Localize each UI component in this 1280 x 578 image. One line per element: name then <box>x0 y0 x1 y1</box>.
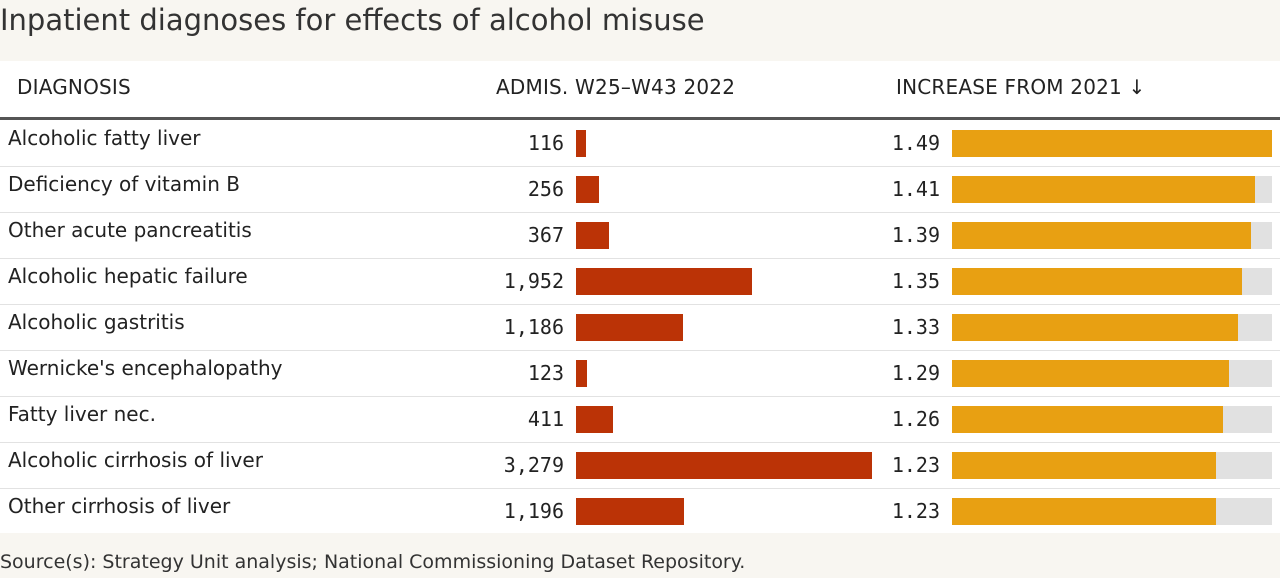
increase-bar <box>952 406 1223 433</box>
increase-bar <box>952 452 1216 479</box>
increase-value: 1.35 <box>891 269 940 293</box>
admissions-bar <box>576 222 609 249</box>
admissions-bar <box>576 498 684 525</box>
increase-value: 1.29 <box>891 361 940 385</box>
admissions-bar <box>576 268 752 295</box>
increase-bar <box>952 130 1272 157</box>
admissions-value: 367 <box>527 223 564 247</box>
admissions-bar <box>576 452 872 479</box>
diagnosis-label: Other acute pancreatitis <box>8 218 252 242</box>
increase-bar <box>952 360 1229 387</box>
chart-title: Inpatient diagnoses for effects of alcoh… <box>0 3 705 37</box>
column-header-increase[interactable]: INCREASE FROM 2021 ↓ <box>896 75 1146 99</box>
increase-bar-track <box>952 452 1272 479</box>
increase-bar <box>952 314 1238 341</box>
increase-value: 1.39 <box>891 223 940 247</box>
column-header-diagnosis[interactable]: DIAGNOSIS <box>17 75 131 99</box>
diagnosis-label: Deficiency of vitamin B <box>8 172 240 196</box>
column-header-admissions[interactable]: ADMIS. W25–W43 2022 <box>496 75 736 99</box>
admissions-bar <box>576 406 613 433</box>
diagnosis-label: Fatty liver nec. <box>8 402 156 426</box>
source-note: Source(s): Strategy Unit analysis; Natio… <box>0 551 746 573</box>
increase-bar-track <box>952 498 1272 525</box>
increase-bar-track <box>952 130 1272 157</box>
diagnosis-label: Alcoholic fatty liver <box>8 126 201 150</box>
increase-bar <box>952 498 1216 525</box>
increase-value: 1.26 <box>891 407 940 431</box>
increase-bar <box>952 268 1242 295</box>
increase-value: 1.49 <box>891 131 940 155</box>
admissions-value: 411 <box>527 407 564 431</box>
increase-value: 1.23 <box>891 499 940 523</box>
diagnosis-label: Wernicke's encephalopathy <box>8 356 283 380</box>
table-row: Alcoholic gastritis 1,186 1.33 <box>0 304 1280 351</box>
admissions-value: 3,279 <box>503 453 564 477</box>
diagnosis-label: Alcoholic hepatic failure <box>8 264 248 288</box>
admissions-value: 1,196 <box>503 499 564 523</box>
increase-value: 1.41 <box>891 177 940 201</box>
admissions-value: 116 <box>527 131 564 155</box>
increase-bar-track <box>952 360 1272 387</box>
admissions-value: 256 <box>527 177 564 201</box>
admissions-bar <box>576 360 587 387</box>
diagnosis-label: Alcoholic cirrhosis of liver <box>8 448 263 472</box>
increase-bar-track <box>952 222 1272 249</box>
increase-bar <box>952 222 1251 249</box>
admissions-bar <box>576 176 599 203</box>
increase-bar-track <box>952 176 1272 203</box>
admissions-value: 1,952 <box>503 269 564 293</box>
increase-bar-track <box>952 406 1272 433</box>
table-row: Wernicke's encephalopathy 123 1.29 <box>0 350 1280 397</box>
table-row: Other cirrhosis of liver 1,196 1.23 <box>0 488 1280 534</box>
increase-bar-track <box>952 268 1272 295</box>
admissions-bar <box>576 314 683 341</box>
diagnosis-label: Other cirrhosis of liver <box>8 494 231 518</box>
table-row: Other acute pancreatitis 367 1.39 <box>0 212 1280 259</box>
diagnosis-label: Alcoholic gastritis <box>8 310 185 334</box>
increase-value: 1.33 <box>891 315 940 339</box>
table-row: Deficiency of vitamin B 256 1.41 <box>0 166 1280 213</box>
table-row: Fatty liver nec. 411 1.26 <box>0 396 1280 443</box>
table-row: Alcoholic hepatic failure 1,952 1.35 <box>0 258 1280 305</box>
admissions-bar <box>576 130 586 157</box>
admissions-value: 123 <box>527 361 564 385</box>
table-row: Alcoholic cirrhosis of liver 3,279 1.23 <box>0 442 1280 489</box>
increase-bar <box>952 176 1255 203</box>
increase-value: 1.23 <box>891 453 940 477</box>
diagnosis-table: DIAGNOSIS ADMIS. W25–W43 2022 INCREASE F… <box>0 61 1280 533</box>
admissions-value: 1,186 <box>503 315 564 339</box>
header-divider <box>0 117 1280 120</box>
table-row: Alcoholic fatty liver 116 1.49 <box>0 120 1280 167</box>
increase-bar-track <box>952 314 1272 341</box>
